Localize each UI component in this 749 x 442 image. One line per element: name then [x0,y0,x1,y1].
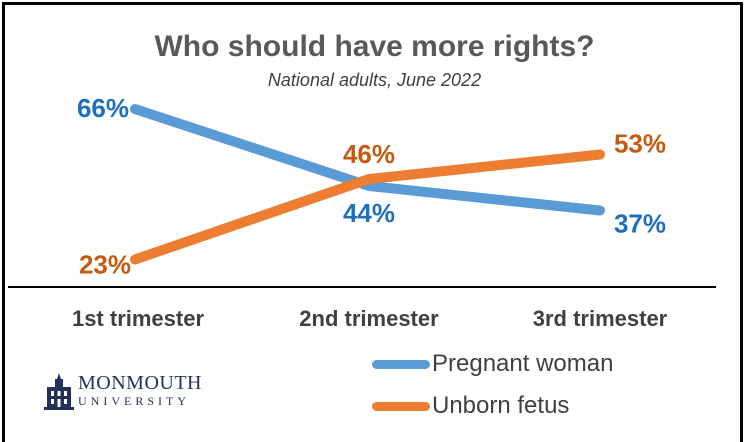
data-label-unborn-fetus-2: 46% [343,139,395,169]
series-line-unborn-fetus [130,149,605,265]
logo-text-university: UNIVERSITY [78,394,190,408]
data-label-pregnant-woman-1: 66% [77,93,129,123]
data-label-pregnant-woman-2: 44% [343,198,395,228]
legend-label-unborn-fetus: Unborn fetus [432,392,570,419]
line-chart: 66% 44% 37% 23% 46% 53% [77,93,666,280]
category-label-1st-trimester: 1st trimester [71,306,205,331]
legend-swatch-pregnant-woman [372,359,430,369]
legend-item-pregnant-woman: Pregnant woman [372,350,613,378]
category-label-2nd-trimester: 2nd trimester [299,306,439,331]
legend-item-unborn-fetus: Unborn fetus [372,392,569,420]
legend-label-pregnant-woman: Pregnant woman [432,350,614,377]
chart-subtitle: National adults, June 2022 [267,70,482,90]
monmouth-university-logo: MONMOUTH UNIVERSITY [44,371,202,411]
series-line-pregnant-woman [130,104,605,216]
building-icon [44,373,74,410]
data-label-unborn-fetus-3: 53% [614,129,666,159]
data-label-unborn-fetus-1: 23% [79,250,131,280]
legend-swatch-unborn-fetus [372,401,430,411]
logo-text-monmouth: MONMOUTH [78,372,202,394]
category-label-3rd-trimester: 3rd trimester [532,306,668,331]
x-axis-line [8,286,716,288]
chart-title: Who should have more rights? [154,30,595,63]
data-label-pregnant-woman-3: 37% [614,209,666,239]
